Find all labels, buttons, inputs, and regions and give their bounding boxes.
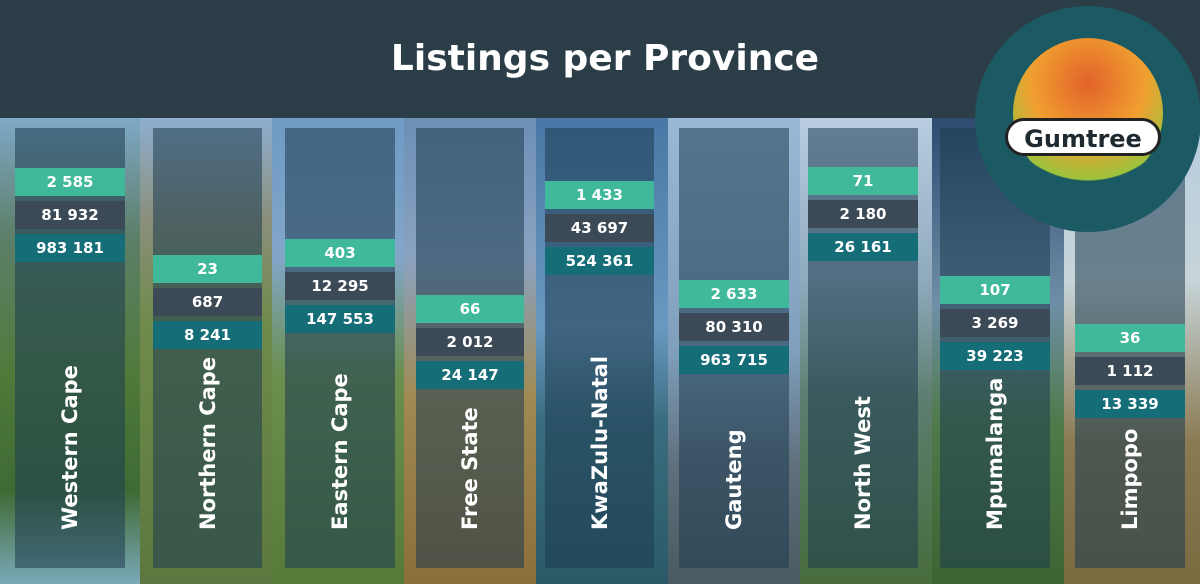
province-column: 23 687 8 241 Northern Cape — [140, 118, 272, 584]
listing-count: 107 — [940, 276, 1050, 304]
province-name: Northern Cape — [195, 356, 220, 530]
listing-count: 2 633 — [679, 280, 789, 308]
listing-count: 2 012 — [416, 328, 524, 356]
listing-count: 1 433 — [545, 181, 654, 209]
province-name: Limpopo — [1118, 428, 1142, 530]
listing-count: 36 — [1075, 324, 1185, 352]
overlay-strip: 71 2 180 26 161 North West — [808, 128, 918, 568]
listing-count: 39 223 — [940, 342, 1050, 370]
listing-count: 80 310 — [679, 313, 789, 341]
listing-count: 24 147 — [416, 361, 524, 389]
province-name: Free State — [458, 407, 482, 530]
listing-count: 12 295 — [285, 272, 395, 300]
province-name: Mpumalanga — [983, 377, 1007, 530]
listing-count: 1 112 — [1075, 357, 1185, 385]
listing-count: 2 585 — [15, 168, 125, 196]
overlay-strip: 23 687 8 241 Northern Cape — [153, 128, 262, 568]
province-name: Western Cape — [58, 365, 82, 530]
logo: Gumtree — [975, 6, 1200, 232]
listing-count: 963 715 — [679, 346, 789, 374]
listing-count: 13 339 — [1075, 390, 1185, 418]
overlay-strip: 1 433 43 697 524 361 KwaZulu-Natal — [545, 128, 654, 568]
listing-count: 71 — [808, 167, 918, 195]
province-name: Gauteng — [722, 429, 746, 530]
listing-count: 2 180 — [808, 200, 918, 228]
overlay-strip: 66 2 012 24 147 Free State — [416, 128, 524, 568]
province-column: 2 585 81 932 983 181 Western Cape — [0, 118, 140, 584]
listing-count: 403 — [285, 239, 395, 267]
province-column: 403 12 295 147 553 Eastern Cape — [272, 118, 404, 584]
listing-count: 43 697 — [545, 214, 654, 242]
logo-label: Gumtree — [1005, 118, 1161, 156]
listing-count: 524 361 — [545, 247, 654, 275]
province-column: 66 2 012 24 147 Free State — [404, 118, 536, 584]
province-column: 2 633 80 310 963 715 Gauteng — [668, 118, 800, 584]
listing-count: 8 241 — [153, 321, 262, 349]
province-column: 1 433 43 697 524 361 KwaZulu-Natal — [536, 118, 668, 584]
title: Listings per Province — [390, 38, 820, 79]
province-name: Eastern Cape — [328, 373, 352, 530]
province-name: North West — [851, 396, 875, 530]
province-column: 107 3 269 39 223 Mpumalanga — [932, 118, 1064, 584]
overlay-strip: 2 633 80 310 963 715 Gauteng — [679, 128, 789, 568]
listing-count: 81 932 — [15, 201, 125, 229]
listing-count: 66 — [416, 295, 524, 323]
province-column: 71 2 180 26 161 North West — [800, 118, 932, 584]
overlay-strip: 403 12 295 147 553 Eastern Cape — [285, 128, 395, 568]
logo-tree — [1013, 38, 1163, 188]
listing-count: 3 269 — [940, 309, 1050, 337]
listing-count: 23 — [153, 255, 262, 283]
overlay-strip: 2 585 81 932 983 181 Western Cape — [15, 128, 125, 568]
listing-count: 26 161 — [808, 233, 918, 261]
listing-count: 687 — [153, 288, 262, 316]
province-name: KwaZulu-Natal — [587, 355, 612, 530]
listing-count: 983 181 — [15, 234, 125, 262]
listing-count: 147 553 — [285, 305, 395, 333]
